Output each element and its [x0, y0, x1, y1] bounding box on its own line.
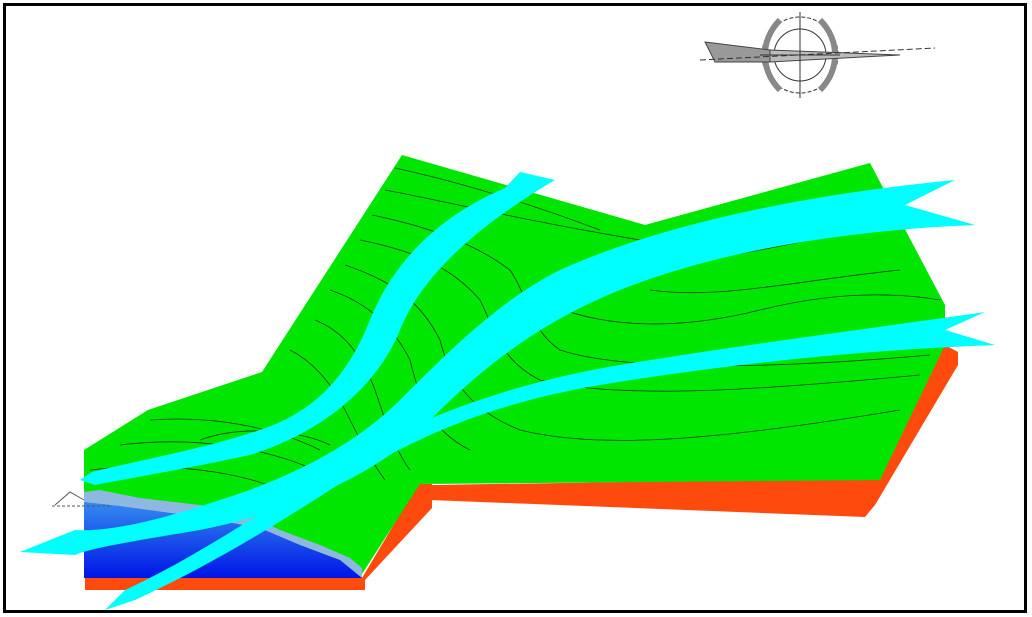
- water-table-marker: [54, 491, 85, 506]
- shore-zone: [84, 490, 362, 578]
- flow-arrow-north: [80, 172, 555, 485]
- compass-rose-icon: [699, 12, 936, 98]
- diagram-frame: [3, 3, 1027, 613]
- groundwater-flow-arrows: [20, 172, 995, 610]
- water-body: [84, 492, 362, 578]
- base-layer-right: [430, 345, 958, 517]
- flow-arrow-east: [20, 180, 975, 555]
- flow-arrow-southeast: [105, 312, 995, 610]
- base-layer-front: [85, 484, 432, 590]
